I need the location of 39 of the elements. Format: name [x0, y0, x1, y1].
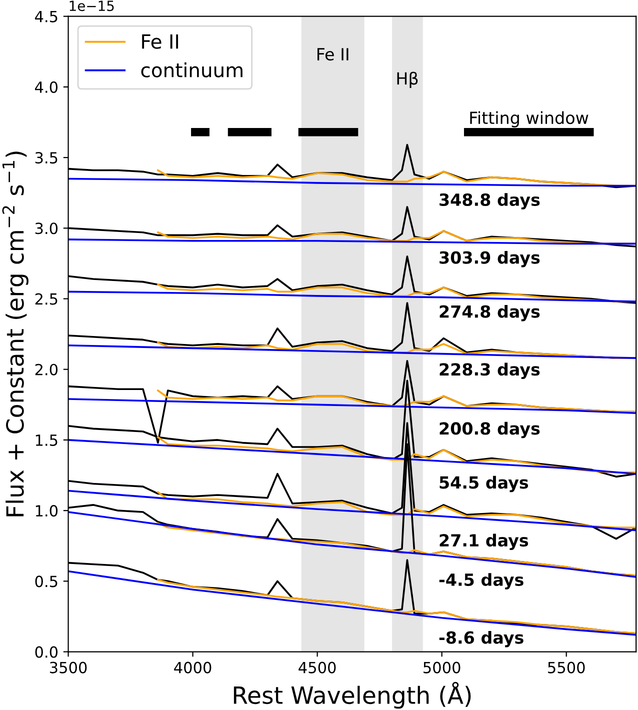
y-tick-label: 3.5 [35, 152, 58, 164]
annotation: 303.9 days [440, 250, 540, 268]
x-tick-label: 3500 [50, 662, 87, 674]
annotation: 274.8 days [440, 304, 540, 322]
line-series [68, 439, 636, 475]
y-tick-label: 0.0 [35, 646, 58, 658]
line-series [68, 344, 636, 359]
annotation: -8.6 days [439, 630, 524, 648]
x-tick-label: 5500 [548, 662, 585, 674]
line-series [68, 398, 636, 414]
annotation: 228.3 days [440, 362, 540, 380]
y-tick-label: 2.5 [35, 293, 58, 305]
legend-label: continuum [141, 62, 242, 78]
line-series [68, 290, 636, 302]
annotation: 348.8 days [440, 193, 540, 210]
line-series [68, 178, 636, 187]
line-series [157, 390, 636, 413]
y-tick-label: 1.0 [36, 505, 58, 517]
annotation: 54.5 days [440, 476, 528, 492]
y-tick-label: 4.5 [34, 10, 58, 22]
x-tick-label: 5000 [424, 662, 460, 674]
text: 1e−15 [70, 0, 114, 12]
y-axis-title: Flux + Constant (erg cm$^{−2}$ s$^{−1}$) [2, 152, 28, 516]
y-tick-label: 3.0 [35, 222, 58, 234]
annotation: Hβ [397, 72, 418, 88]
y-tick-label: 0.5 [35, 576, 58, 588]
y-tick-label: 2.0 [35, 364, 58, 376]
legend-label: Fe II [142, 34, 178, 49]
annotation: 200.8 days [440, 422, 540, 438]
y-tick-label: 1.5 [36, 434, 58, 446]
annotation: Fitting window [470, 111, 588, 128]
y-tick-label: 4.0 [34, 81, 58, 93]
line-series [157, 491, 636, 528]
annotation: -4.5 days [439, 573, 524, 590]
annotation: 27.1 days [440, 534, 528, 550]
x-axis-title: Rest Wavelength (Å) [234, 682, 471, 709]
x-tick-label: 4500 [298, 662, 336, 674]
annotation: Fe II [317, 48, 348, 61]
x-tick-label: 4000 [174, 662, 212, 674]
